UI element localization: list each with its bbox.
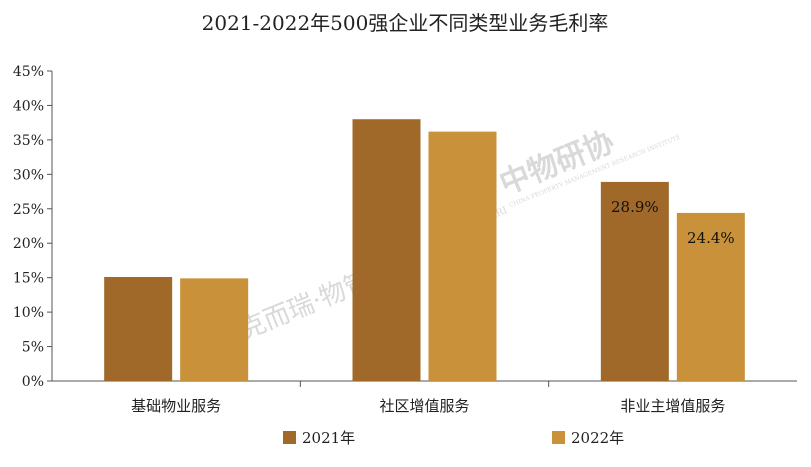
- y-tick-label: 20%: [13, 236, 44, 252]
- bar: [676, 212, 745, 381]
- y-tick-label: 10%: [13, 305, 44, 321]
- bar: [352, 119, 421, 381]
- data-labels: 28.9% 24.4%: [611, 198, 735, 247]
- chart-title: 2021-2022年500强企业不同类型业务毛利率: [202, 11, 609, 35]
- legend-label: 2022年: [571, 429, 624, 447]
- x-category-label: 基础物业服务: [131, 397, 221, 415]
- bar: [104, 276, 173, 381]
- y-tick-label: 35%: [13, 133, 44, 149]
- bar: [600, 181, 669, 381]
- legend-swatch: [552, 431, 565, 444]
- x-category-label: 非业主增值服务: [620, 397, 725, 415]
- y-tick-label: 5%: [22, 340, 44, 356]
- bar: [428, 131, 497, 381]
- x-category-label: 社区增值服务: [379, 397, 469, 415]
- bar: [180, 278, 249, 381]
- data-label: 24.4%: [687, 229, 735, 247]
- legend-label: 2021年: [302, 429, 355, 447]
- legend: 2021年 2022年: [283, 429, 624, 447]
- y-tick-label: 45%: [13, 64, 44, 80]
- y-tick-label: 40%: [13, 98, 44, 114]
- y-tick-label: 15%: [13, 271, 44, 287]
- data-label: 28.9%: [611, 198, 659, 216]
- axes: 0% 5% 10% 15% 20% 25% 30% 35% 40% 45% 基础物业服务 社区增值服务…: [13, 64, 797, 415]
- bars: [104, 119, 745, 381]
- legend-swatch: [283, 431, 296, 444]
- y-tick-label: 0%: [22, 374, 44, 390]
- y-tick-label: 30%: [13, 167, 44, 183]
- y-tick-label: 25%: [13, 202, 44, 218]
